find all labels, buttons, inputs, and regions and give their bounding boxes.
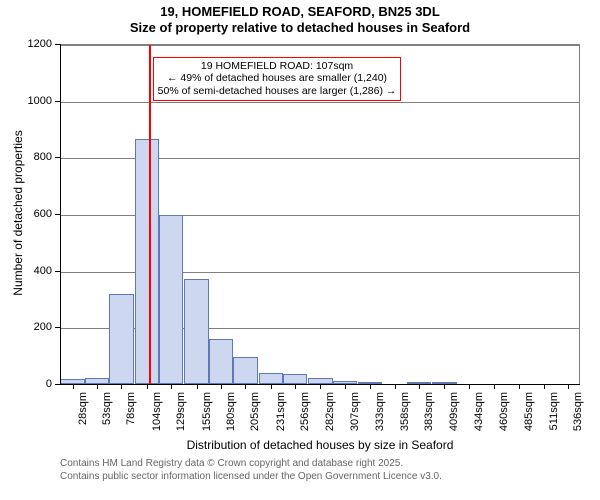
x-tick-label: 53sqm: [101, 392, 113, 437]
y-tick-label: 0: [12, 378, 52, 390]
annotation-box: 19 HOMEFIELD ROAD: 107sqm← 49% of detach…: [153, 57, 402, 101]
x-tick-label: 282sqm: [324, 392, 336, 437]
reference-line: [149, 45, 151, 384]
footer-attribution: Contains HM Land Registry data © Crown c…: [60, 458, 442, 483]
x-tick-label: 333sqm: [374, 392, 386, 437]
gridline-horizontal: [60, 45, 579, 46]
histogram-bar: [184, 279, 208, 384]
x-tick-label: 180sqm: [225, 392, 237, 437]
x-tick-label: 383sqm: [423, 392, 435, 437]
gridline-horizontal: [60, 102, 579, 103]
x-tick-label: 409sqm: [448, 392, 460, 437]
x-tick-label: 485sqm: [523, 392, 535, 437]
x-tick-label: 129sqm: [175, 392, 187, 437]
histogram-bar: [159, 215, 183, 384]
footer-line-1: Contains HM Land Registry data © Crown c…: [60, 458, 442, 471]
y-tick-label: 1200: [12, 38, 52, 50]
y-tick-label: 200: [12, 321, 52, 333]
chart-container: 19, HOMEFIELD ROAD, SEAFORD, BN25 3DL Si…: [0, 0, 600, 500]
x-tick-label: 205sqm: [249, 392, 261, 437]
annotation-line: 50% of semi-detached houses are larger (…: [158, 85, 397, 98]
x-tick-label: 78sqm: [125, 392, 137, 437]
title-line-1: 19, HOMEFIELD ROAD, SEAFORD, BN25 3DL: [0, 4, 600, 20]
x-tick-label: 307sqm: [349, 392, 361, 437]
histogram-bar: [209, 339, 233, 384]
histogram-bar: [109, 294, 133, 384]
annotation-line: ← 49% of detached houses are smaller (1,…: [158, 72, 397, 85]
histogram-bar: [283, 374, 307, 384]
histogram-bar: [233, 357, 257, 384]
title-line-2: Size of property relative to detached ho…: [0, 20, 600, 36]
histogram-bar: [259, 373, 283, 384]
x-tick-label: 28sqm: [77, 392, 89, 437]
x-tick-label: 155sqm: [201, 392, 213, 437]
y-axis-title: Number of detached properties: [11, 113, 25, 313]
annotation-line: 19 HOMEFIELD ROAD: 107sqm: [158, 60, 397, 73]
y-tick-label: 1000: [12, 95, 52, 107]
x-tick-label: 434sqm: [473, 392, 485, 437]
x-tick-label: 104sqm: [151, 392, 163, 437]
x-tick-label: 511sqm: [548, 392, 560, 437]
x-tick-label: 358sqm: [399, 392, 411, 437]
y-axis-line: [60, 44, 61, 384]
histogram-bar: [135, 139, 159, 384]
footer-line-2: Contains public sector information licen…: [60, 471, 442, 484]
x-tick-label: 536sqm: [572, 392, 584, 437]
x-axis-title: Distribution of detached houses by size …: [60, 438, 580, 452]
x-tick-label: 256sqm: [299, 392, 311, 437]
chart-title: 19, HOMEFIELD ROAD, SEAFORD, BN25 3DL Si…: [0, 0, 600, 37]
x-axis-line: [60, 384, 580, 385]
x-tick-label: 231sqm: [275, 392, 287, 437]
x-tick-label: 460sqm: [498, 392, 510, 437]
